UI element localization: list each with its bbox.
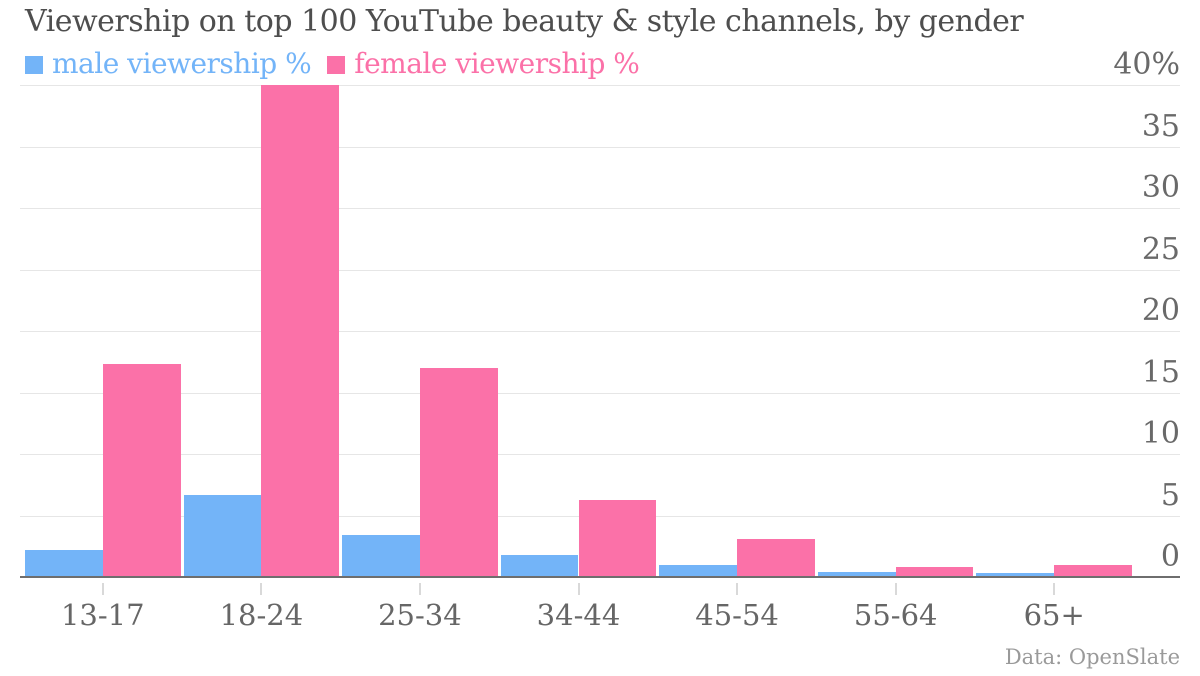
gridline-35 [20,146,1180,148]
legend-swatch-male-icon [25,55,43,74]
data-source-credit: Data: OpenSlate [1004,645,1180,669]
y-axis-label-10: 10 [1141,416,1180,451]
bar-male-65+ [976,573,1055,577]
x-axis-tick-45-54 [736,583,739,595]
legend-label-male: male viewership % [52,47,312,80]
bar-female-18-24 [261,85,340,577]
x-axis-tick-13-17 [101,583,104,595]
x-axis-label-45-54: 45-54 [695,598,779,632]
gridline-15 [20,392,1180,394]
x-axis-label-34-44: 34-44 [536,598,621,632]
x-axis-tick-18-24 [260,583,263,595]
legend-item-female: female viewership % [327,47,640,80]
y-axis-label-0: 0 [1160,539,1180,574]
x-axis-label-25-34: 25-34 [378,598,462,632]
bar-male-55-64 [817,572,896,577]
x-axis-label-18-24: 18-24 [219,598,304,632]
y-axis-label-15: 15 [1141,354,1180,390]
bar-female-65+ [1054,564,1132,577]
y-axis-label-40: 40% [1113,47,1180,82]
chart-legend: male viewership % female viewership % [25,47,640,80]
legend-item-male: male viewership % [25,47,312,80]
bar-female-55-64 [895,567,974,577]
bar-male-34-44 [500,554,579,577]
gridline-20 [20,331,1180,332]
chart-title: Viewership on top 100 YouTube beauty & s… [25,4,1024,39]
legend-label-female: female viewership % [354,47,640,80]
y-axis-label-35: 35 [1141,108,1180,144]
x-axis-tick-65+ [1053,583,1056,595]
y-axis-label-25: 25 [1141,231,1180,267]
x-axis-tick-34-44 [577,583,580,595]
bar-female-13-17 [102,364,181,577]
bar-female-25-34 [419,367,498,577]
y-axis-label-30: 30 [1141,170,1180,205]
y-axis-label-20: 20 [1141,293,1180,328]
x-axis-tick-25-34 [418,583,421,595]
bar-male-18-24 [183,494,262,577]
gridline-40 [20,85,1180,86]
gridline-10 [20,454,1180,455]
bar-male-25-34 [342,535,420,577]
gridline-30 [20,208,1180,209]
x-axis-label-65+: 65+ [1023,598,1085,632]
x-axis-tick-55-64 [894,583,897,595]
x-axis-baseline [20,576,1180,578]
bar-female-45-54 [737,538,815,577]
y-axis-label-5: 5 [1160,477,1180,513]
bar-female-34-44 [578,499,657,577]
x-axis-label-55-64: 55-64 [853,598,938,632]
x-axis-label-13-17: 13-17 [60,598,145,632]
bar-male-13-17 [25,549,103,577]
bar-male-45-54 [659,564,738,577]
legend-swatch-female-icon [327,55,346,74]
gridline-25 [20,269,1180,271]
